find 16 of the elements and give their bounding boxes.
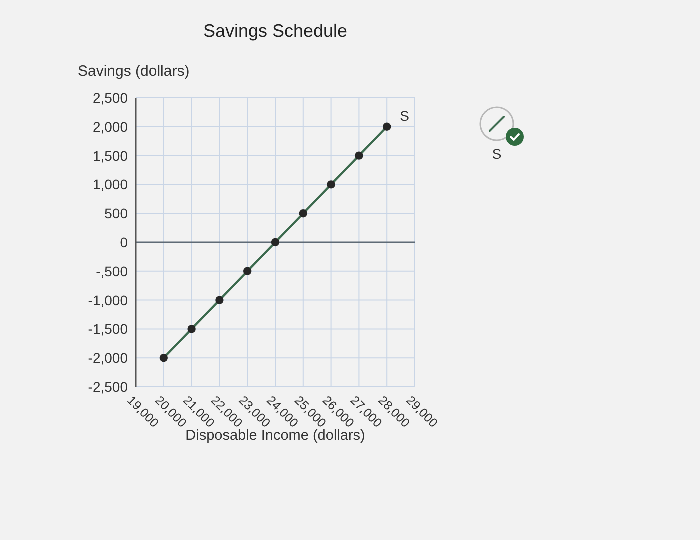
- text: S: [400, 108, 410, 124]
- y-tick-label: -1,500: [88, 321, 128, 338]
- chart-title: Savings Schedule: [203, 21, 348, 41]
- y-axis-title: Savings (dollars): [78, 63, 190, 80]
- y-tick-label: -2,000: [88, 350, 128, 366]
- legend-label: S: [492, 146, 502, 162]
- y-tick-label: 1,500: [92, 148, 128, 164]
- x-axis-title: Disposable Income (dollars): [186, 428, 366, 444]
- y-tick-label: 1,000: [92, 176, 128, 193]
- y-tick-label: 0: [120, 234, 128, 250]
- y-tick-label: 500: [104, 206, 128, 222]
- y-tick-label: -1,000: [88, 292, 128, 308]
- y-tick-label: -,500: [96, 263, 128, 280]
- y-tick-label: -2,500: [88, 378, 128, 395]
- y-tick-label: 2,500: [92, 90, 128, 106]
- y-tick-label: 2,000: [92, 118, 128, 135]
